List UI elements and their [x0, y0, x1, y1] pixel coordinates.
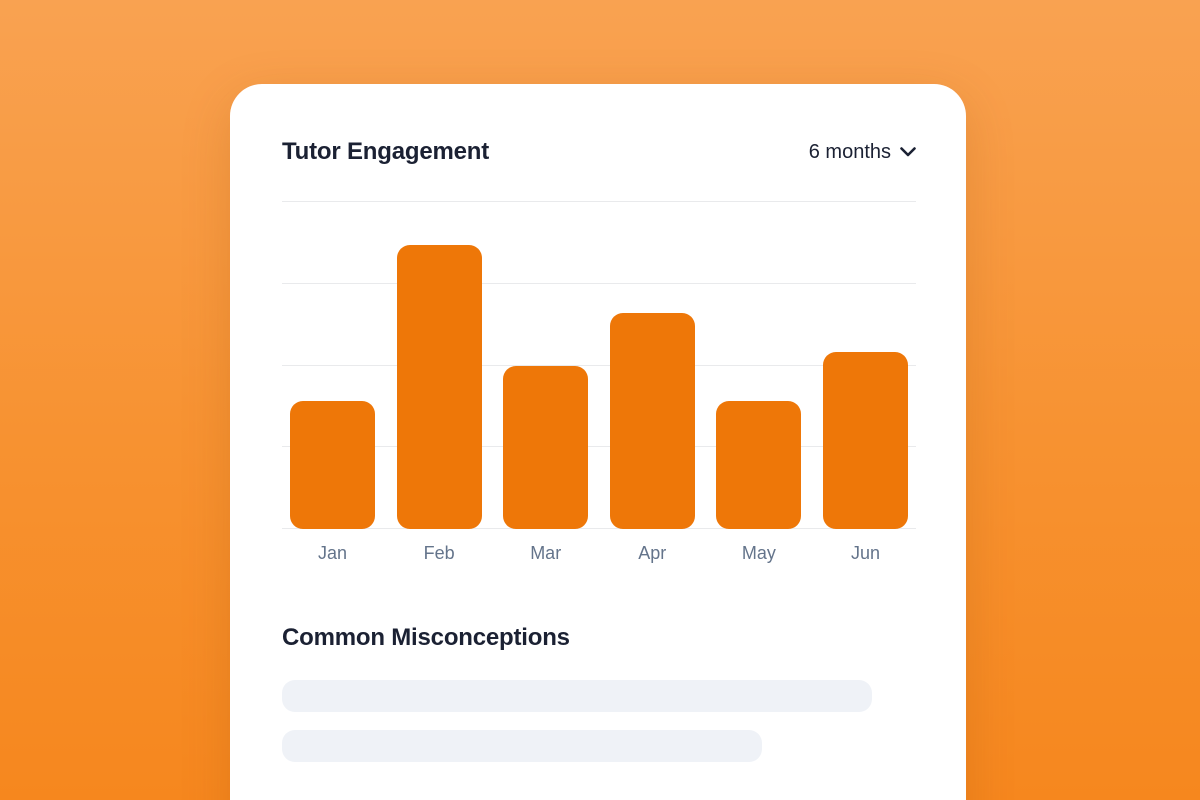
gridline-75: [282, 282, 916, 284]
time-range-value: 6 months: [808, 140, 891, 163]
bar-apr[interactable]: [609, 313, 695, 529]
chevron-down-icon: [900, 145, 916, 160]
skeleton-row-1: [282, 680, 873, 712]
tutor-engagement-chart: Jan Feb Mar Apr May Jun: [282, 201, 916, 565]
section-title-misconceptions: Common Misconceptions: [282, 624, 570, 651]
dashboard-card: Tutor Engagement 6 months Jan Feb Mar Apr Ma…: [230, 84, 966, 800]
x-tick-label-jan: Jan: [317, 543, 348, 563]
x-tick-label-may: May: [741, 543, 776, 563]
gridline-50: [282, 364, 916, 366]
card-header: Tutor Engagement 6 months: [282, 138, 916, 166]
bar-jun[interactable]: [822, 352, 908, 529]
bar-chart-labels: Jan Feb Mar Apr May Jun: [282, 543, 916, 565]
bar-feb[interactable]: [396, 244, 482, 529]
bar-chart-plot: [282, 201, 916, 529]
page-title: Tutor Engagement: [282, 138, 490, 165]
gridline-25: [282, 446, 916, 448]
bar-may[interactable]: [716, 401, 802, 529]
x-tick-label-apr: Apr: [638, 543, 667, 563]
bar-mar[interactable]: [503, 365, 589, 529]
bar-jan[interactable]: [290, 401, 375, 529]
gridline-100: [282, 201, 916, 202]
skeleton-row-2: [282, 730, 762, 762]
gridline-0: [282, 528, 916, 529]
time-range-dropdown[interactable]: 6 months: [809, 141, 916, 164]
x-tick-label-mar: Mar: [530, 543, 562, 563]
x-tick-label-feb: Feb: [423, 543, 455, 563]
misconceptions-skeleton-list: [282, 680, 916, 762]
x-tick-label-jun: Jun: [850, 543, 880, 563]
